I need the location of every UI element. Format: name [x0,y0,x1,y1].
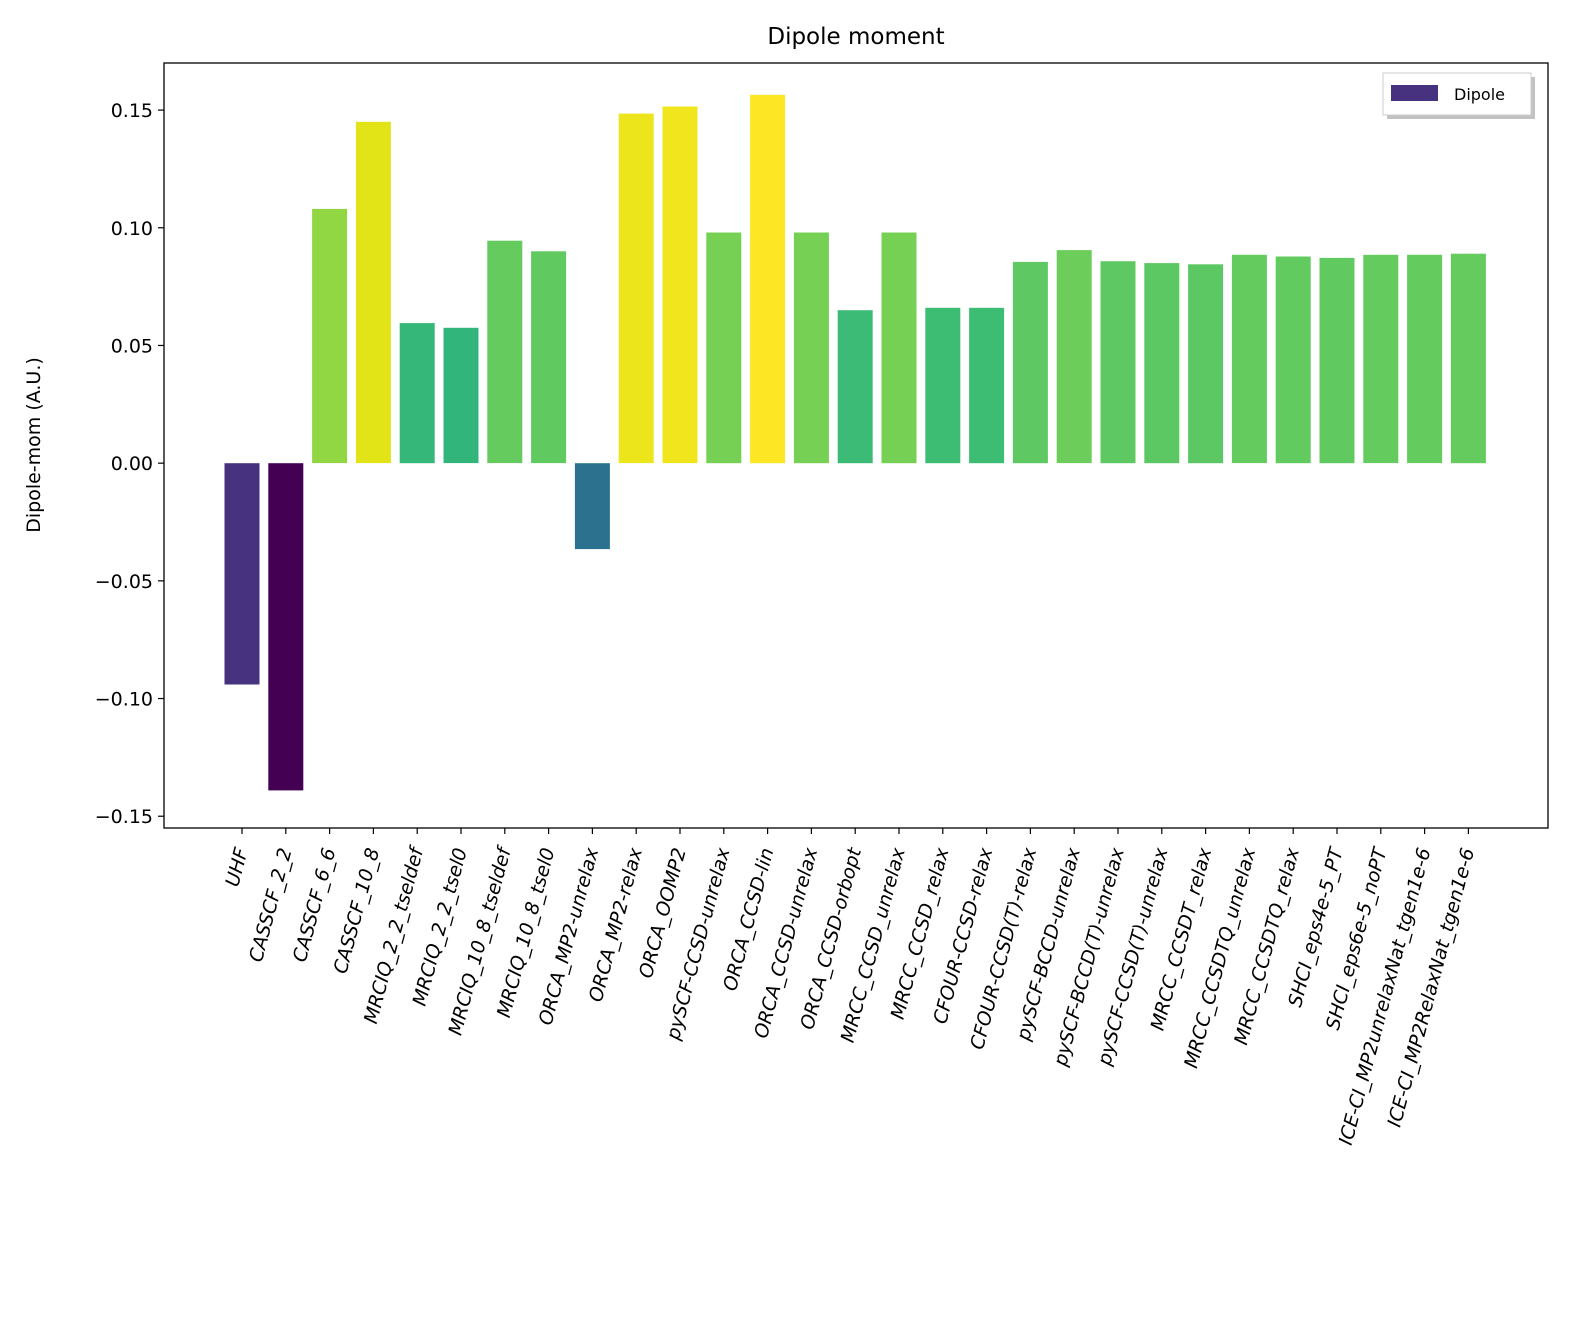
bar-18 [1012,261,1048,464]
bar-24 [1275,256,1311,464]
legend: Dipole [1382,72,1535,119]
bar-5 [443,327,479,464]
legend-entry-dipole: Dipole [1454,85,1505,104]
bar-11 [706,232,742,464]
legend-swatch [1391,85,1438,101]
y-tick-label-3: 0.00 [111,453,153,475]
x-tick-label-3: CASSCF_10_8 [330,846,385,976]
y-tick-label-6: 0.15 [111,100,153,122]
bar-4 [399,323,435,464]
bar-12 [750,94,786,464]
y-tick-label-4: 0.05 [111,335,153,357]
bar-13 [793,232,829,464]
chart-title: Dipole moment [767,24,944,50]
bar-28 [1450,253,1486,464]
bar-2 [312,208,348,464]
y-axis-label: Dipole-mom (A.U.) [23,357,45,533]
bar-1 [268,463,304,791]
bar-26 [1363,254,1399,464]
plot-frame [163,62,1549,829]
bar-20 [1100,261,1136,464]
x-axis: UHFCASSCF_2_2CASSCF_6_6CASSCF_10_8MRCIQ_… [221,828,1479,1147]
bar-10 [662,106,698,464]
y-tick-label-2: −0.05 [95,571,153,593]
bar-15 [881,232,917,464]
bar-14 [837,310,873,464]
y-tick-label-5: 0.10 [111,218,153,240]
y-axis: −0.15 −0.10 −0.05 0.00 0.05 0.10 0.15 [95,100,164,828]
bar-7 [531,251,567,464]
y-tick-label-0: −0.15 [95,806,153,828]
bar-6 [487,240,523,464]
bar-25 [1319,257,1355,464]
x-tick-label-0: UHF [221,845,253,890]
bar-8 [574,463,610,550]
x-tick-label-2: CASSCF_6_6 [289,846,341,965]
bar-21 [1144,263,1180,464]
bar-22 [1188,264,1224,464]
bar-19 [1056,250,1092,464]
x-tick-label-1: CASSCF_2_2 [245,846,297,965]
bar-23 [1231,254,1267,464]
bar-27 [1407,254,1443,464]
bar-17 [969,307,1005,464]
y-tick-label-1: −0.10 [95,689,153,711]
bar-0 [224,463,260,685]
bar-3 [355,121,391,464]
bar-9 [618,113,654,464]
bar-16 [925,307,961,464]
bars-group [224,94,1486,791]
